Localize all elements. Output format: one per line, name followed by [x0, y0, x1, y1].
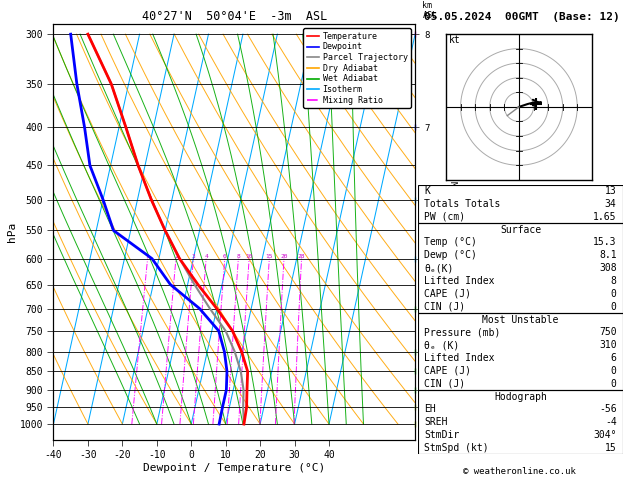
Text: -4: -4 — [605, 417, 616, 427]
Text: 0: 0 — [611, 366, 616, 376]
Text: CIN (J): CIN (J) — [425, 302, 465, 312]
Text: 8: 8 — [237, 254, 240, 259]
Title: 40°27'N  50°04'E  -3m  ASL: 40°27'N 50°04'E -3m ASL — [142, 10, 327, 23]
Text: StmSpd (kt): StmSpd (kt) — [425, 443, 489, 453]
Text: kt: kt — [449, 35, 460, 45]
X-axis label: Dewpoint / Temperature (°C): Dewpoint / Temperature (°C) — [143, 463, 325, 473]
Text: 20: 20 — [281, 254, 287, 259]
Text: 13: 13 — [605, 186, 616, 196]
Bar — [418, 223, 623, 313]
Text: Surface: Surface — [500, 225, 541, 235]
Text: 15.3: 15.3 — [593, 238, 616, 247]
Text: Pressure (mb): Pressure (mb) — [425, 328, 501, 337]
Text: 15: 15 — [605, 443, 616, 453]
Text: 34: 34 — [605, 199, 616, 209]
Text: K: K — [425, 186, 430, 196]
Bar — [418, 313, 623, 390]
Legend: Temperature, Dewpoint, Parcel Trajectory, Dry Adiabat, Wet Adiabat, Isotherm, Mi: Temperature, Dewpoint, Parcel Trajectory… — [303, 29, 411, 108]
Text: PW (cm): PW (cm) — [425, 212, 465, 222]
Text: 10: 10 — [245, 254, 253, 259]
Text: Hodograph: Hodograph — [494, 392, 547, 401]
Text: 308: 308 — [599, 263, 616, 273]
Text: 6: 6 — [223, 254, 226, 259]
Text: 6: 6 — [611, 353, 616, 363]
Text: 15: 15 — [265, 254, 273, 259]
Text: EH: EH — [425, 404, 436, 415]
Text: SREH: SREH — [425, 417, 448, 427]
Text: -56: -56 — [599, 404, 616, 415]
Text: 304°: 304° — [593, 430, 616, 440]
Text: 1.65: 1.65 — [593, 212, 616, 222]
Text: 310: 310 — [599, 340, 616, 350]
Text: © weatheronline.co.uk: © weatheronline.co.uk — [463, 467, 576, 476]
Text: Lifted Index: Lifted Index — [425, 276, 495, 286]
Text: 28: 28 — [298, 254, 305, 259]
Text: Temp (°C): Temp (°C) — [425, 238, 477, 247]
Y-axis label: Mixing Ratio (g/kg): Mixing Ratio (g/kg) — [448, 181, 457, 283]
Text: θₑ(K): θₑ(K) — [425, 263, 454, 273]
Bar — [418, 185, 623, 223]
Text: km
ASL: km ASL — [422, 1, 437, 20]
Text: 0: 0 — [611, 379, 616, 389]
Text: 1: 1 — [146, 254, 150, 259]
Text: Most Unstable: Most Unstable — [482, 314, 559, 325]
Bar — [418, 390, 623, 454]
Text: 4: 4 — [204, 254, 208, 259]
Text: 0: 0 — [611, 289, 616, 299]
Text: 8.1: 8.1 — [599, 250, 616, 260]
Text: θₑ (K): θₑ (K) — [425, 340, 460, 350]
Text: 3: 3 — [191, 254, 195, 259]
Text: 8: 8 — [611, 276, 616, 286]
Text: Totals Totals: Totals Totals — [425, 199, 501, 209]
Text: 750: 750 — [599, 328, 616, 337]
Text: 2: 2 — [174, 254, 178, 259]
Text: 0: 0 — [611, 302, 616, 312]
Text: Dewp (°C): Dewp (°C) — [425, 250, 477, 260]
Y-axis label: hPa: hPa — [7, 222, 17, 242]
Text: CIN (J): CIN (J) — [425, 379, 465, 389]
Text: CAPE (J): CAPE (J) — [425, 366, 471, 376]
Text: CAPE (J): CAPE (J) — [425, 289, 471, 299]
Text: 05.05.2024  00GMT  (Base: 12): 05.05.2024 00GMT (Base: 12) — [424, 12, 620, 22]
Text: Lifted Index: Lifted Index — [425, 353, 495, 363]
Text: StmDir: StmDir — [425, 430, 460, 440]
